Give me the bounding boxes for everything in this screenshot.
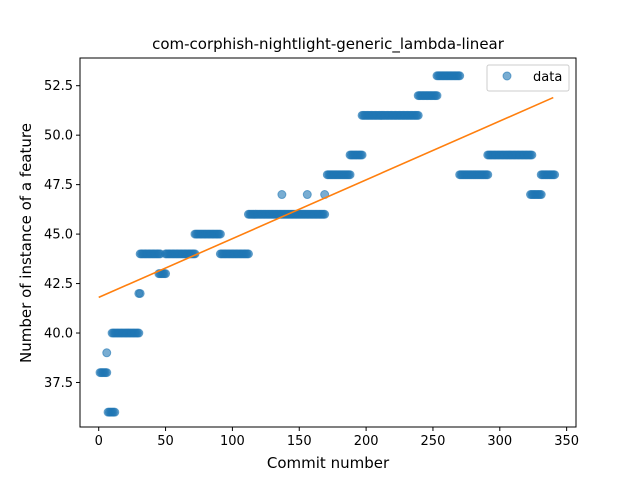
x-axis: 0 50 100 150 200 250 300 350 bbox=[95, 427, 579, 449]
x-tick-label: 300 bbox=[487, 434, 512, 449]
data-point bbox=[345, 170, 355, 180]
x-tick-label: 350 bbox=[554, 434, 579, 449]
data-point bbox=[277, 190, 287, 200]
data-point bbox=[302, 190, 312, 200]
x-tick-label: 150 bbox=[287, 434, 312, 449]
y-axis: 37.5 40.0 42.5 45.0 47.5 50.0 52.5 bbox=[44, 79, 80, 391]
legend-marker bbox=[502, 71, 512, 81]
data-point bbox=[215, 229, 225, 239]
y-tick-label: 50.0 bbox=[44, 129, 73, 144]
data-point bbox=[161, 269, 171, 279]
y-tick-label: 37.5 bbox=[44, 376, 73, 391]
y-tick-label: 40.0 bbox=[44, 327, 73, 342]
x-tick-label: 200 bbox=[354, 434, 379, 449]
data-point bbox=[134, 328, 144, 338]
x-axis-label: Commit number bbox=[267, 454, 390, 472]
y-tick-label: 47.5 bbox=[44, 178, 73, 193]
plot-area bbox=[79, 57, 577, 428]
y-tick-label: 52.5 bbox=[44, 79, 73, 94]
chart-title: com-corphish-nightlight-generic_lambda-l… bbox=[152, 35, 505, 54]
x-tick-label: 50 bbox=[157, 434, 174, 449]
legend-label: data bbox=[533, 70, 562, 85]
data-point bbox=[455, 71, 465, 81]
fit-line bbox=[98, 96, 554, 299]
data-point bbox=[243, 249, 253, 259]
plot-frame bbox=[79, 57, 577, 428]
y-tick-label: 42.5 bbox=[44, 277, 73, 292]
data-point bbox=[135, 288, 145, 298]
legend-box bbox=[486, 64, 570, 92]
data-point bbox=[110, 407, 120, 417]
data-point bbox=[102, 348, 112, 358]
x-tick-label: 100 bbox=[220, 434, 245, 449]
data-point bbox=[413, 110, 423, 120]
data-point bbox=[320, 209, 330, 219]
data-point bbox=[527, 150, 537, 160]
legend: data bbox=[486, 64, 570, 92]
x-tick-label: 0 bbox=[95, 434, 103, 449]
data-point bbox=[357, 150, 367, 160]
data-point bbox=[432, 91, 442, 101]
x-tick-label: 250 bbox=[421, 434, 446, 449]
data-point bbox=[550, 170, 560, 180]
y-axis-label: Number of instance of a feature bbox=[17, 123, 35, 363]
data-point bbox=[102, 368, 112, 378]
y-tick-label: 45.0 bbox=[44, 228, 73, 243]
data-point bbox=[536, 190, 546, 200]
data-point bbox=[483, 170, 493, 180]
